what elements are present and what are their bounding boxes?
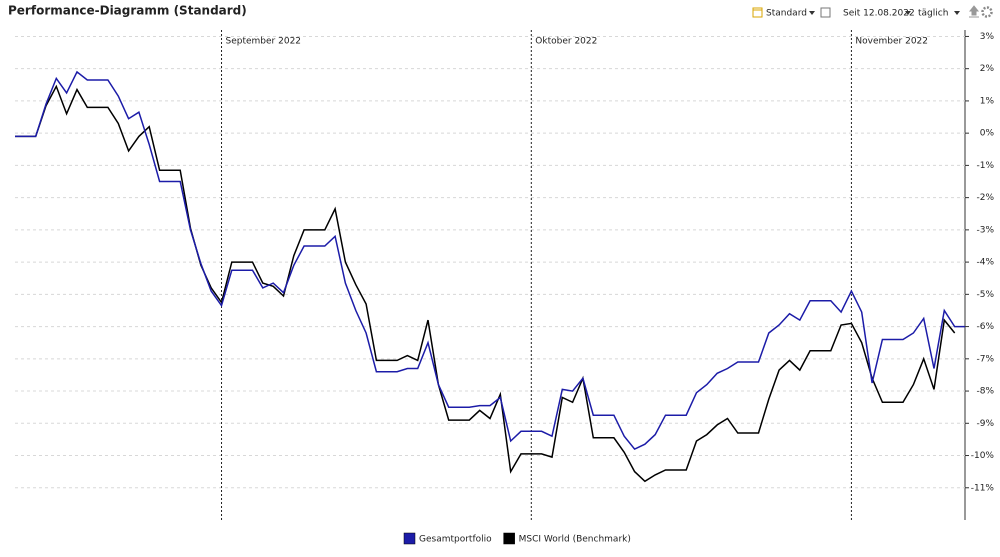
y-tick-label: 3% (980, 32, 995, 42)
y-tick-label: -10% (971, 451, 995, 461)
period-select[interactable]: Seit 12.08.2022 (843, 9, 915, 19)
y-tick-label: -2% (976, 193, 994, 203)
legend-label: MSCI World (Benchmark) (519, 535, 631, 545)
y-tick-label: -8% (976, 387, 994, 397)
interval-select[interactable]: täglich (918, 9, 948, 19)
y-tick-label: -1% (976, 161, 994, 171)
legend-label: Gesamtportfolio (419, 535, 492, 545)
x-tick-label: Oktober 2022 (535, 37, 597, 47)
y-tick-label: -9% (976, 419, 994, 429)
view-select[interactable]: Standard (766, 9, 807, 19)
y-tick-label: -5% (976, 290, 994, 300)
y-tick-label: -4% (976, 258, 994, 268)
y-tick-label: -11% (971, 483, 995, 493)
legend-swatch (403, 532, 416, 545)
x-tick-label: September 2022 (226, 37, 302, 47)
y-tick-label: -7% (976, 354, 994, 364)
series-line (15, 70, 965, 451)
export-icon[interactable] (968, 5, 980, 18)
chart-title: Performance-Diagramm (Standard) (8, 4, 247, 18)
date-icon[interactable] (820, 7, 831, 18)
settings-icon[interactable] (981, 6, 993, 18)
x-tick-label: November 2022 (855, 37, 928, 47)
dropdown-caret[interactable] (954, 11, 960, 15)
series-line (15, 84, 956, 483)
dropdown-caret[interactable] (809, 11, 815, 15)
dropdown-caret[interactable] (905, 11, 911, 15)
legend-swatch (503, 532, 515, 545)
toolbar: Standard Seit 12.08.2022 täglich (752, 5, 993, 19)
y-tick-label: 2% (980, 64, 995, 74)
y-tick-label: 1% (980, 96, 995, 106)
y-tick-label: -6% (976, 322, 994, 332)
calendar-icon[interactable] (752, 7, 763, 18)
y-tick-label: 0% (980, 129, 995, 139)
legend: Gesamtportfolio MSCI World (Benchmark) (403, 532, 631, 545)
y-tick-label: -3% (976, 225, 994, 235)
